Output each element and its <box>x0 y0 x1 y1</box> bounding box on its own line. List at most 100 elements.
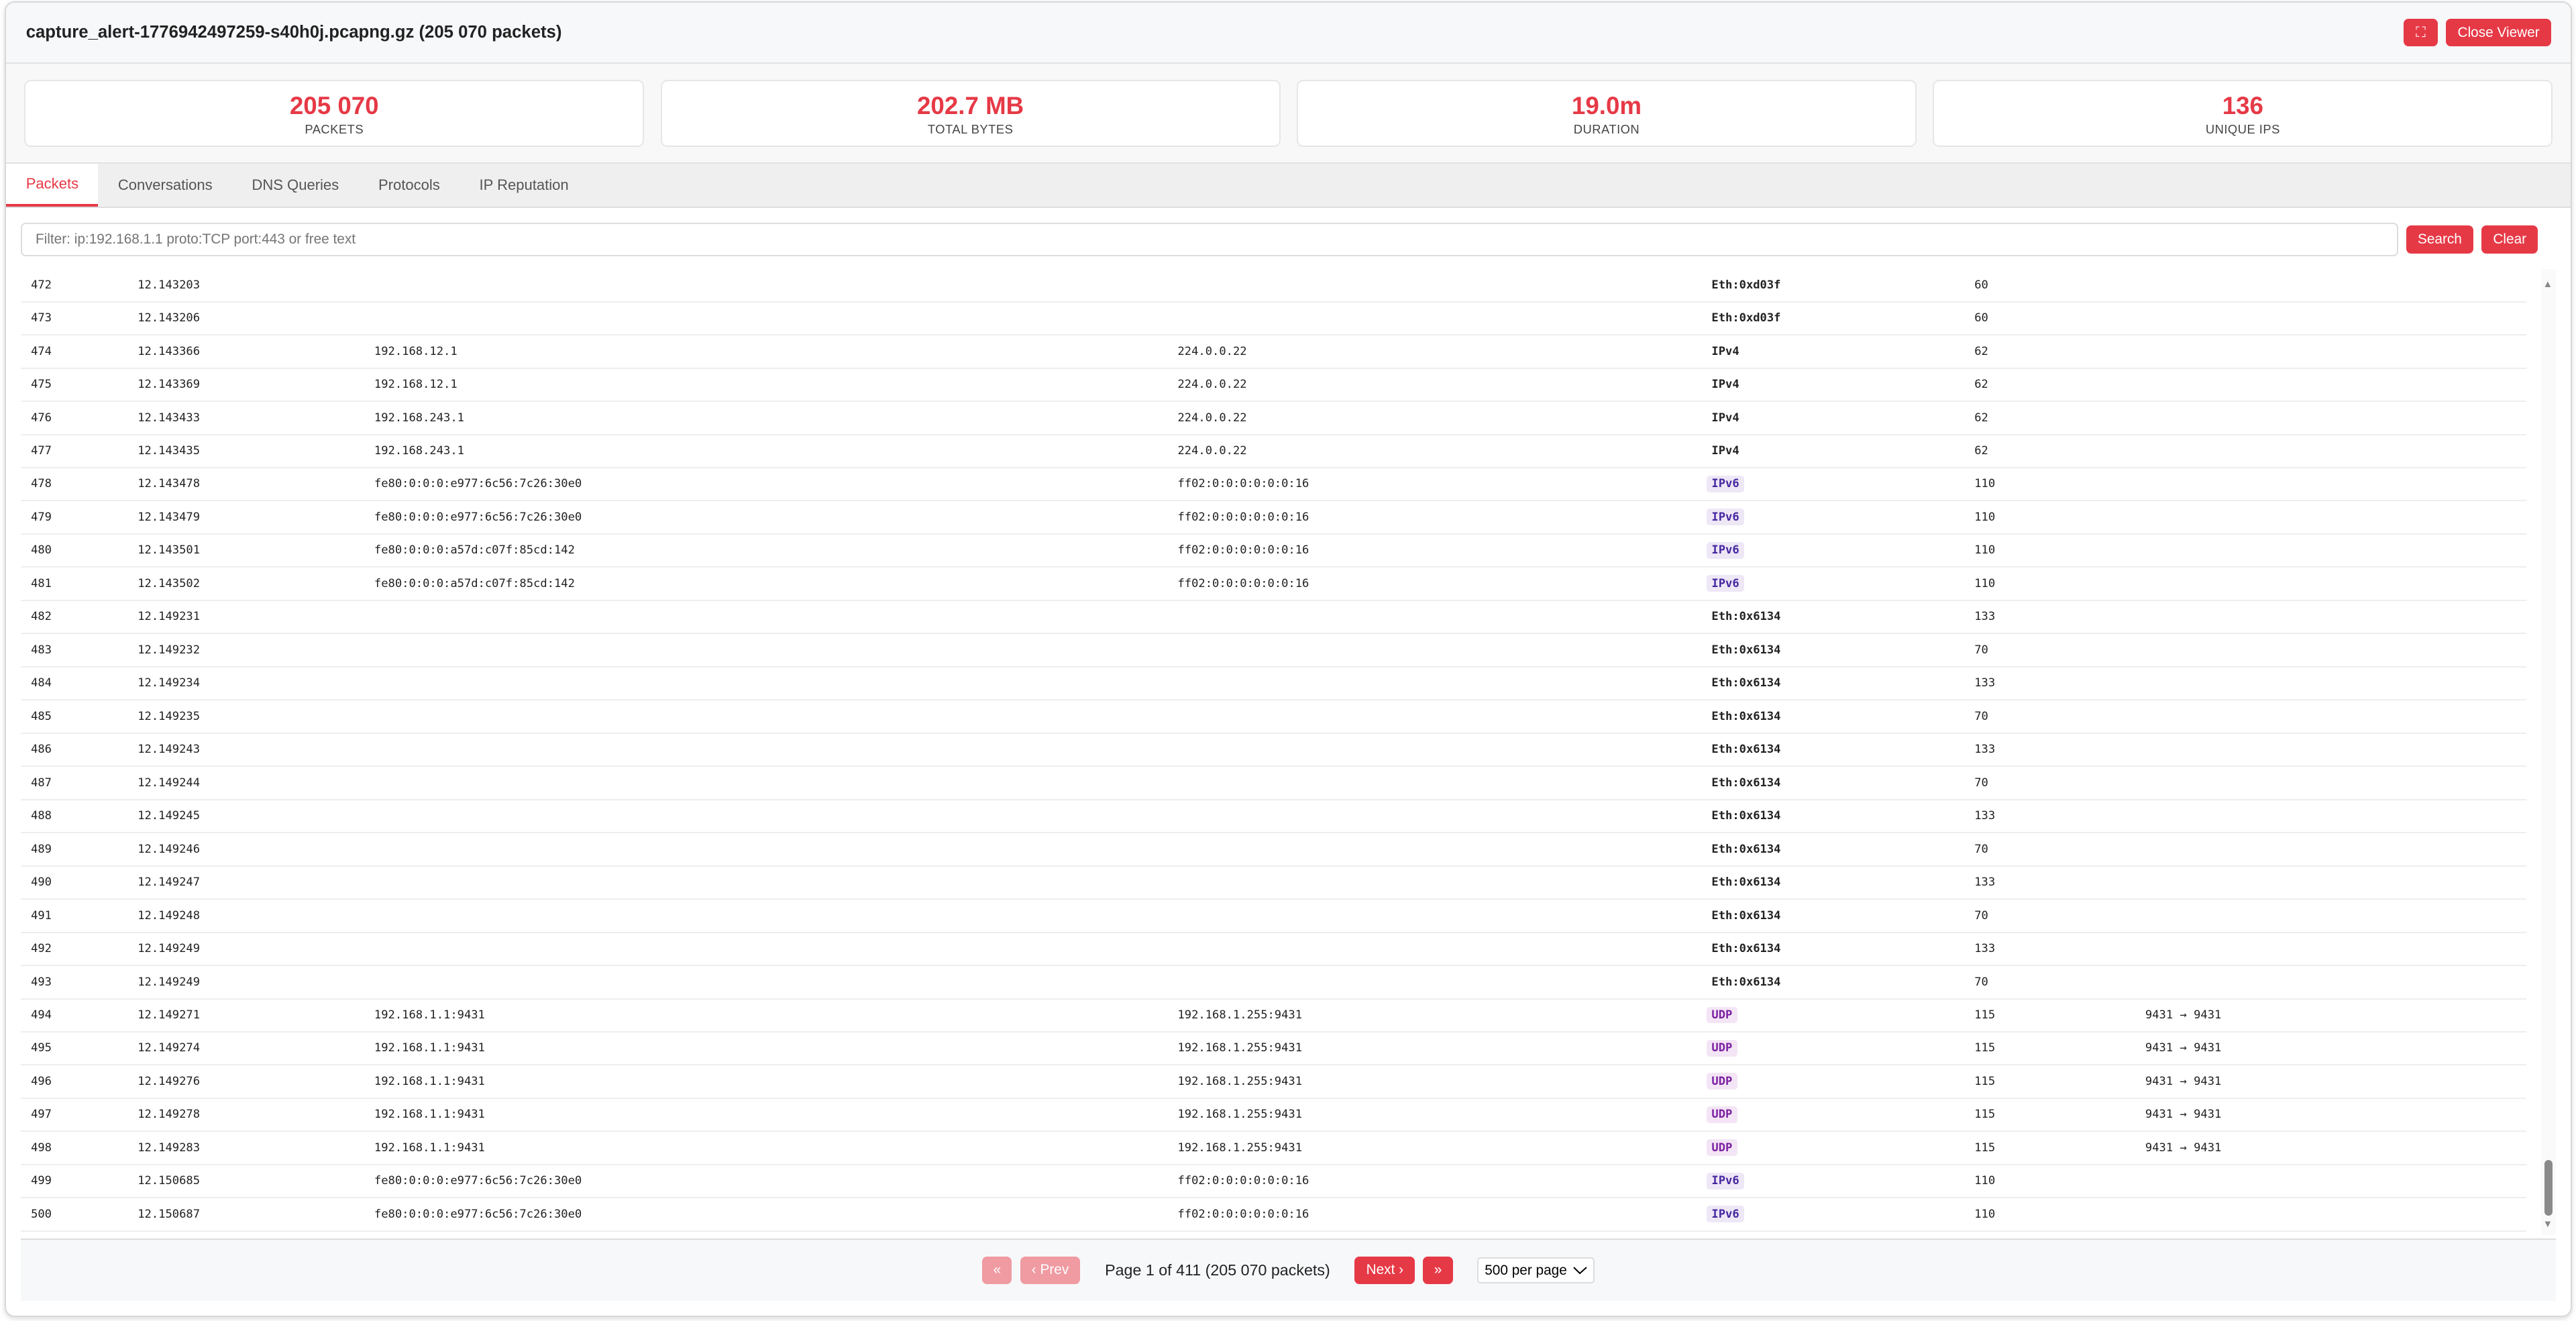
stat-total-bytes: 202.7 MB TOTAL BYTES <box>660 80 1281 148</box>
packet-destination: 224.0.0.22 <box>1177 378 1247 392</box>
scroll-down-icon[interactable]: ▼ <box>2542 1218 2553 1230</box>
protocol-badge: IPv6 <box>1707 509 1744 526</box>
packet-length: 133 <box>1974 809 1996 823</box>
packet-destination: 192.168.1.255:9431 <box>1177 1008 1303 1022</box>
packet-time: 12.149231 <box>138 610 201 624</box>
stat-label: DURATION <box>1573 122 1640 137</box>
table-row[interactable]: 479 12.143479 fe80:0:0:0:e977:6c56:7c26:30… <box>21 501 2527 535</box>
last-page-button[interactable]: » <box>1423 1256 1453 1285</box>
next-page-button[interactable]: Next › <box>1354 1256 1415 1285</box>
table-row[interactable]: 487 12.149244 Eth:0x6134 70 <box>21 767 2527 800</box>
table-row[interactable]: 473 12.143206 Eth:0xd03f 60 <box>21 303 2527 336</box>
packet-number: 476 <box>31 411 52 425</box>
stats-bar: 205 070 PACKETS 202.7 MB TOTAL BYTES 19.0m… <box>6 63 2571 164</box>
packet-time: 12.149278 <box>138 1108 201 1122</box>
table-row[interactable]: 488 12.149245 Eth:0x6134 133 <box>21 800 2527 834</box>
table-row[interactable]: 495 12.149274 192.168.1.1:9431 192.168.1.25… <box>21 1033 2527 1066</box>
packet-protocol: Eth:0x6134 <box>1711 809 1781 823</box>
table-row[interactable]: 481 12.143502 fe80:0:0:0:a57d:c07f:85cd:14… <box>21 568 2527 601</box>
tab-packets[interactable]: Packets <box>6 163 99 207</box>
packet-length: 110 <box>1974 510 1996 524</box>
table-row[interactable]: 486 12.149243 Eth:0x6134 133 <box>21 734 2527 768</box>
packet-info: 9431 → 9431 <box>2145 1108 2222 1122</box>
packet-time: 12.143203 <box>138 278 201 292</box>
packet-time: 12.149274 <box>138 1041 201 1055</box>
table-row[interactable]: 485 12.149235 Eth:0x6134 70 <box>21 700 2527 734</box>
packet-time: 12.149232 <box>138 643 201 657</box>
tab-protocols[interactable]: Protocols <box>378 176 440 193</box>
packet-length: 110 <box>1974 1174 1996 1188</box>
table-row[interactable]: 482 12.149231 Eth:0x6134 133 <box>21 601 2527 635</box>
packet-length: 60 <box>1974 311 1988 325</box>
protocol-badge: UDP <box>1707 1139 1737 1157</box>
table-scrollbar[interactable]: ▲ ▼ <box>2541 269 2557 1236</box>
table-row[interactable]: 477 12.143435 192.168.243.1 224.0.0.22 IPv4 6… <box>21 435 2527 468</box>
table-row[interactable]: 480 12.143501 fe80:0:0:0:a57d:c07f:85cd:14… <box>21 535 2527 568</box>
tab-dns-queries[interactable]: DNS Queries <box>252 176 339 193</box>
packet-length: 70 <box>1974 709 1988 723</box>
close-viewer-button[interactable]: Close Viewer <box>2446 18 2551 47</box>
packet-protocol: Eth:0x6134 <box>1711 908 1781 922</box>
packet-length: 133 <box>1974 876 1996 890</box>
protocol-badge: UDP <box>1707 1073 1737 1090</box>
packet-number: 499 <box>31 1174 52 1188</box>
table-row[interactable]: 499 12.150685 fe80:0:0:0:e977:6c56:7c26:30… <box>21 1165 2527 1199</box>
clear-button[interactable]: Clear <box>2481 225 2538 254</box>
table-row[interactable]: 478 12.143478 fe80:0:0:0:e977:6c56:7c26:30… <box>21 468 2527 502</box>
packet-length: 62 <box>1974 378 1988 392</box>
stat-label: UNIQUE IPS <box>2205 122 2280 137</box>
packet-destination: ff02:0:0:0:0:0:0:16 <box>1177 477 1309 491</box>
table-row[interactable]: 496 12.149276 192.168.1.1:9431 192.168.1.25… <box>21 1065 2527 1099</box>
packet-number: 495 <box>31 1041 52 1055</box>
tab-conversations[interactable]: Conversations <box>117 176 213 193</box>
stat-packets: 205 070 PACKETS <box>24 80 645 148</box>
packet-length: 133 <box>1974 676 1996 690</box>
fullscreen-icon: ⛶ <box>2416 24 2426 40</box>
packet-destination: ff02:0:0:0:0:0:0:16 <box>1177 576 1309 590</box>
packet-protocol: Eth:0x6134 <box>1711 975 1781 989</box>
scrollbar-thumb[interactable] <box>2544 1159 2553 1216</box>
fullscreen-button[interactable]: ⛶ <box>2403 18 2438 47</box>
table-row[interactable]: 490 12.149247 Eth:0x6134 133 <box>21 867 2527 900</box>
packet-number: 478 <box>31 477 52 491</box>
table-row[interactable]: 491 12.149248 Eth:0x6134 70 <box>21 900 2527 933</box>
packet-time: 12.143366 <box>138 344 201 358</box>
protocol-badge: IPv6 <box>1707 575 1744 592</box>
table-row[interactable]: 497 12.149278 192.168.1.1:9431 192.168.1.25… <box>21 1099 2527 1132</box>
filter-input[interactable] <box>21 222 2398 257</box>
table-row[interactable]: 489 12.149246 Eth:0x6134 70 <box>21 833 2527 867</box>
viewer-title: capture_alert-1776942497259-s40h0j.pcapn… <box>25 23 562 42</box>
table-row[interactable]: 500 12.150687 fe80:0:0:0:e977:6c56:7c26:30… <box>21 1198 2527 1232</box>
table-row[interactable]: 498 12.149283 192.168.1.1:9431 192.168.1.25… <box>21 1132 2527 1165</box>
table-row[interactable]: 472 12.143203 Eth:0xd03f 60 <box>21 269 2527 303</box>
per-page-select[interactable]: 500 per page <box>1477 1257 1595 1283</box>
tab-ip-reputation[interactable]: IP Reputation <box>479 176 569 193</box>
packet-time: 12.149249 <box>138 975 201 989</box>
table-row[interactable]: 476 12.143433 192.168.243.1 224.0.0.22 IPv4 6… <box>21 402 2527 435</box>
packet-time: 12.149246 <box>138 842 201 856</box>
packet-source: 192.168.1.1:9431 <box>374 1074 485 1088</box>
table-row[interactable]: 483 12.149232 Eth:0x6134 70 <box>21 634 2527 668</box>
scroll-up-icon[interactable]: ▲ <box>2542 278 2553 290</box>
prev-page-button[interactable]: ‹ Prev <box>1020 1256 1081 1285</box>
search-button[interactable]: Search <box>2406 225 2474 254</box>
tab-bar: Packets Conversations DNS Queries Protoc… <box>6 163 2571 208</box>
packet-number: 488 <box>31 809 52 823</box>
packet-number: 484 <box>31 676 52 690</box>
stat-unique-ips: 136 UNIQUE IPS <box>1933 80 2553 148</box>
packet-source: 192.168.12.1 <box>374 344 458 358</box>
table-row[interactable]: 492 12.149249 Eth:0x6134 133 <box>21 933 2527 967</box>
packet-source: 192.168.1.1:9431 <box>374 1041 485 1055</box>
table-row[interactable]: 475 12.143369 192.168.12.1 224.0.0.22 IPv4 62 <box>21 369 2527 403</box>
packet-protocol: Eth:0x6134 <box>1711 643 1781 657</box>
packet-number: 479 <box>31 510 52 524</box>
packet-info: 9431 → 9431 <box>2145 1041 2222 1055</box>
table-row[interactable]: 484 12.149234 Eth:0x6134 133 <box>21 668 2527 701</box>
packet-number: 494 <box>31 1008 52 1022</box>
packet-destination: ff02:0:0:0:0:0:0:16 <box>1177 543 1309 558</box>
table-row[interactable]: 493 12.149249 Eth:0x6134 70 <box>21 966 2527 1000</box>
first-page-button[interactable]: « <box>982 1256 1012 1285</box>
packet-length: 115 <box>1974 1008 1996 1022</box>
table-row[interactable]: 494 12.149271 192.168.1.1:9431 192.168.1.25… <box>21 1000 2527 1033</box>
table-row[interactable]: 474 12.143366 192.168.12.1 224.0.0.22 IPv4 62 <box>21 335 2527 369</box>
